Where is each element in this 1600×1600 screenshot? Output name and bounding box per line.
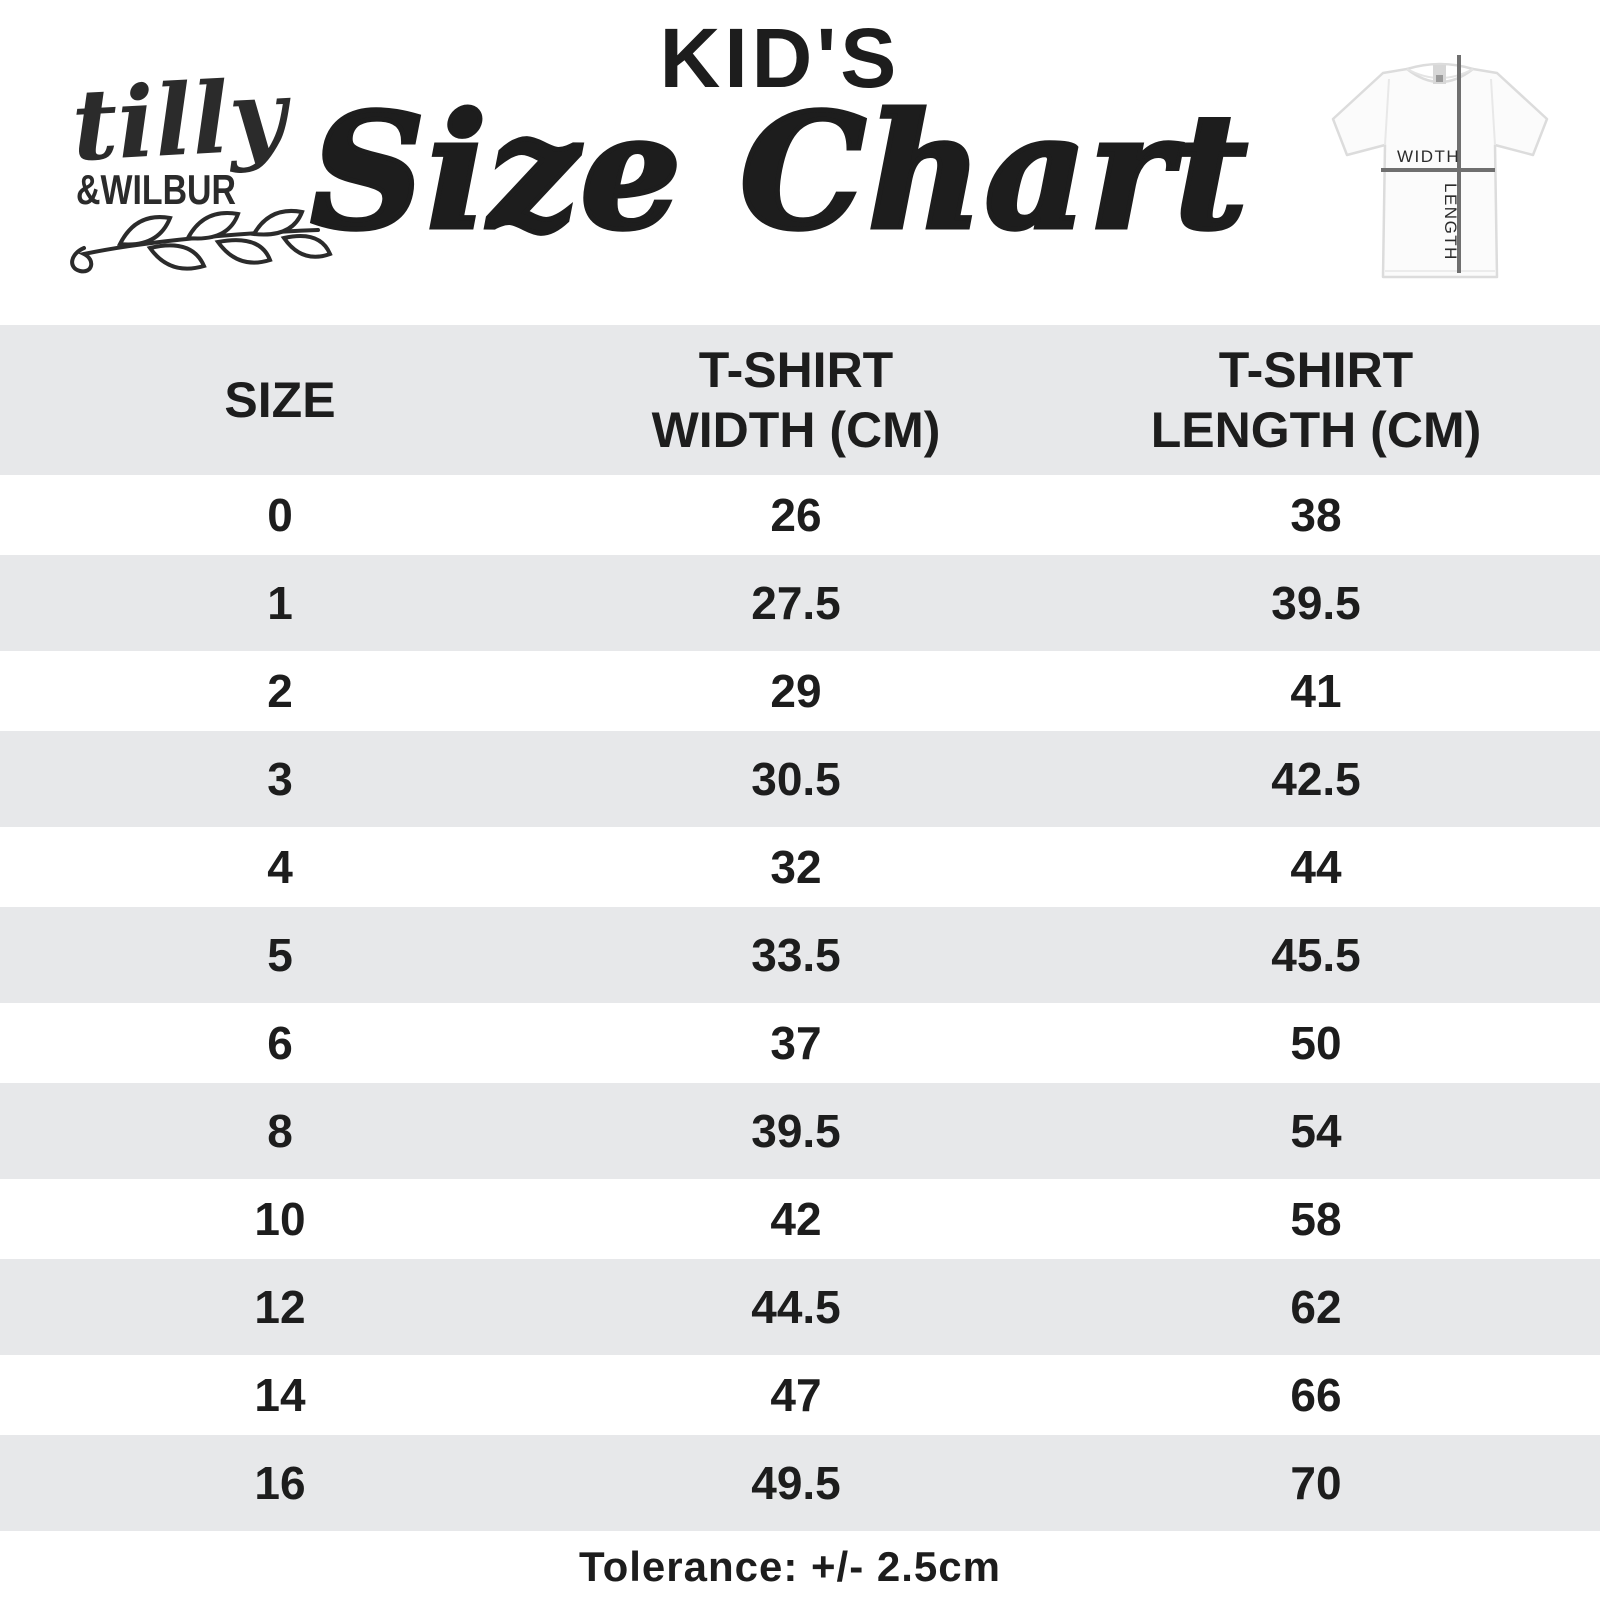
table-row: 2 29 41 bbox=[0, 651, 1600, 731]
length-cell: 44 bbox=[1290, 841, 1342, 893]
size-cell: 1 bbox=[267, 577, 293, 629]
title-block: KID'S Size Chart bbox=[0, 0, 1560, 265]
size-table: SIZE T-SHIRT WIDTH (CM) T-SHIRT LENGTH (… bbox=[0, 325, 1600, 1531]
length-cell: 66 bbox=[1290, 1369, 1342, 1421]
width-cell: 42 bbox=[770, 1193, 822, 1245]
brand-logo: tilly &WILBUR bbox=[69, 58, 333, 274]
table-row: 5 33.5 45.5 bbox=[0, 907, 1600, 1003]
size-cell: 8 bbox=[267, 1105, 293, 1157]
length-cell: 54 bbox=[1290, 1105, 1342, 1157]
length-cell: 41 bbox=[1290, 665, 1342, 717]
size-cell: 4 bbox=[267, 841, 293, 893]
size-cell: 3 bbox=[267, 753, 293, 805]
length-label: LENGTH bbox=[1441, 183, 1460, 261]
column-header-length: T-SHIRT LENGTH (CM) bbox=[1150, 342, 1482, 458]
length-cell: 58 bbox=[1290, 1193, 1342, 1245]
width-cell: 30.5 bbox=[751, 753, 841, 805]
table-row: 10 42 58 bbox=[0, 1179, 1600, 1259]
width-label: WIDTH bbox=[1397, 147, 1460, 166]
width-cell: 39.5 bbox=[751, 1105, 841, 1157]
width-cell: 33.5 bbox=[751, 929, 841, 981]
length-cell: 42.5 bbox=[1271, 753, 1361, 805]
table-row: 4 32 44 bbox=[0, 827, 1600, 907]
size-cell: 0 bbox=[267, 489, 293, 541]
brand-script-text: tilly bbox=[69, 58, 295, 184]
length-cell: 38 bbox=[1290, 489, 1342, 541]
width-cell: 29 bbox=[770, 665, 822, 717]
width-cell: 44.5 bbox=[751, 1281, 841, 1333]
tolerance-note: Tolerance: +/- 2.5cm bbox=[579, 1542, 1001, 1590]
width-cell: 27.5 bbox=[751, 577, 841, 629]
width-cell: 47 bbox=[770, 1369, 822, 1421]
tshirt-icon bbox=[1331, 62, 1549, 279]
page-title-main: Size Chart bbox=[308, 80, 1250, 265]
page-header: tilly &WILBUR KID'S Size Chart bbox=[0, 0, 1600, 325]
size-cell: 14 bbox=[254, 1369, 306, 1421]
size-cell: 5 bbox=[267, 929, 293, 981]
column-header-width: T-SHIRT WIDTH (CM) bbox=[651, 342, 941, 458]
brand-sub-text: &WILBUR bbox=[76, 166, 236, 213]
size-cell: 2 bbox=[267, 665, 293, 717]
length-cell: 70 bbox=[1290, 1457, 1342, 1509]
table-row: 6 37 50 bbox=[0, 1003, 1600, 1083]
width-cell: 37 bbox=[770, 1017, 822, 1069]
tshirt-measurement-diagram: WIDTH LENGTH bbox=[1331, 55, 1549, 279]
table-row: 8 39.5 54 bbox=[0, 1083, 1600, 1179]
table-row: 3 30.5 42.5 bbox=[0, 731, 1600, 827]
length-cell: 62 bbox=[1290, 1281, 1342, 1333]
measurement-lines bbox=[1381, 55, 1495, 273]
table-row: 14 47 66 bbox=[0, 1355, 1600, 1435]
table-row: 16 49.5 70 bbox=[0, 1435, 1600, 1531]
table-row: 1 27.5 39.5 bbox=[0, 555, 1600, 651]
size-cell: 16 bbox=[254, 1457, 306, 1509]
length-cell: 50 bbox=[1290, 1017, 1342, 1069]
table-row: 12 44.5 62 bbox=[0, 1259, 1600, 1355]
table-header-row: SIZE T-SHIRT WIDTH (CM) T-SHIRT LENGTH (… bbox=[0, 325, 1600, 475]
column-header-size: SIZE bbox=[224, 372, 336, 428]
size-cell: 6 bbox=[267, 1017, 293, 1069]
width-cell: 32 bbox=[770, 841, 822, 893]
table-row: 0 26 38 bbox=[0, 475, 1600, 555]
length-cell: 45.5 bbox=[1271, 929, 1361, 981]
size-cell: 10 bbox=[254, 1193, 306, 1245]
width-cell: 49.5 bbox=[751, 1457, 841, 1509]
length-cell: 39.5 bbox=[1271, 577, 1361, 629]
size-cell: 12 bbox=[254, 1281, 306, 1333]
laurel-branch-icon bbox=[70, 209, 333, 274]
page-title-top: KID'S bbox=[659, 11, 901, 105]
width-cell: 26 bbox=[770, 489, 822, 541]
